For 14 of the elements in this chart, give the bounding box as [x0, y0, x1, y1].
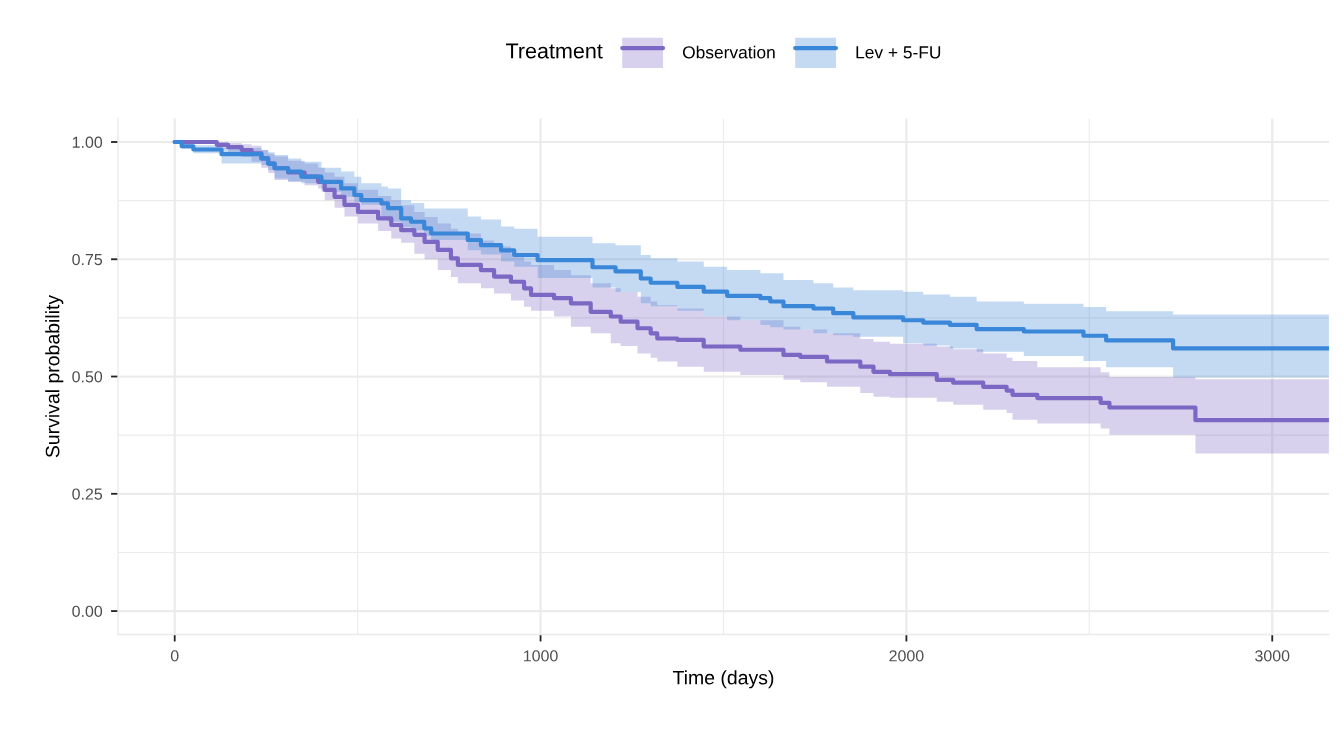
y-tick-label: 0.25 — [72, 488, 103, 500]
y-axis-title: Survival probability — [45, 294, 64, 458]
legend-label: Observation — [682, 45, 775, 59]
legend-label: Lev + 5-FU — [856, 46, 941, 59]
x-tick-label: 2000 — [889, 650, 924, 662]
y-tick-label: 1.00 — [72, 136, 103, 148]
x-tick-label: 3000 — [1255, 650, 1290, 662]
y-tick-label: 0.00 — [72, 605, 103, 618]
x-tick-label: 1000 — [524, 650, 558, 662]
y-tick-label: 0.50 — [72, 371, 103, 383]
legend-title: Treatment — [506, 43, 603, 59]
x-axis-title: Time (days) — [672, 670, 774, 689]
x-tick-label: 0 — [170, 650, 179, 662]
y-tick-label: 0.75 — [72, 253, 103, 266]
